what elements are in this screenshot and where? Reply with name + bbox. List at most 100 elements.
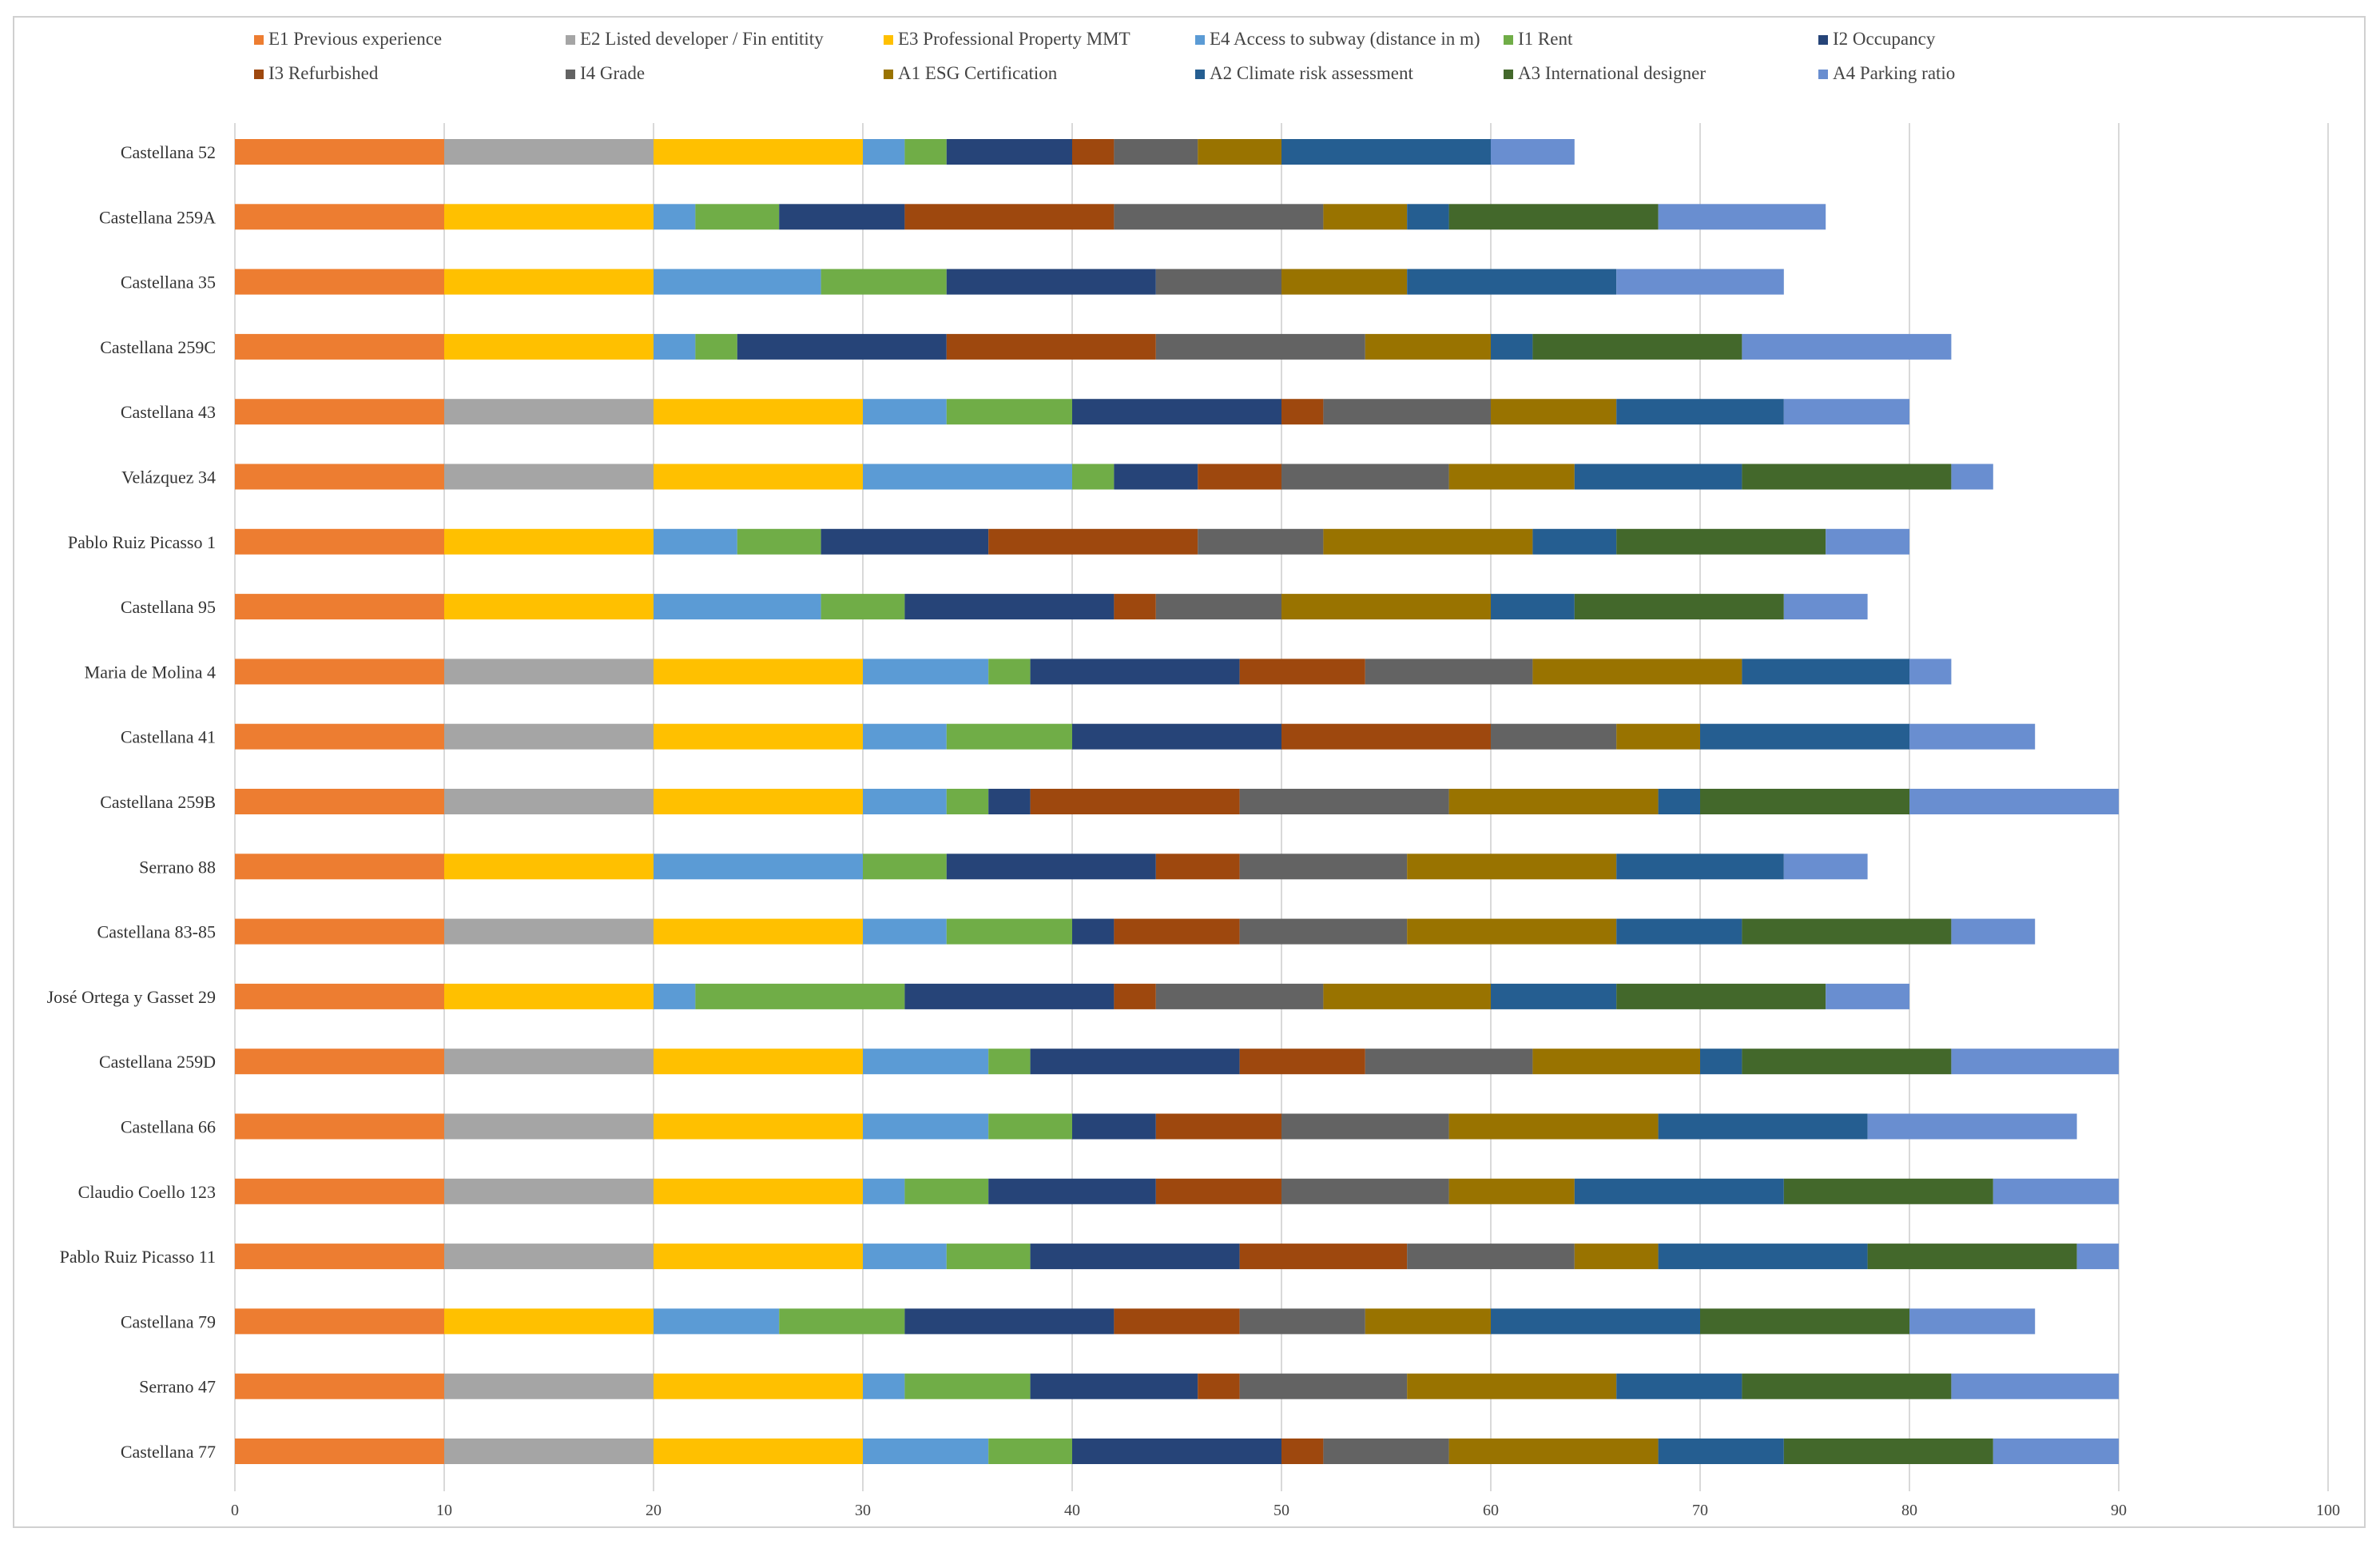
bar-segment [1700, 1308, 1909, 1335]
bar-segment [1448, 1113, 1659, 1140]
bar-segment [946, 723, 1072, 750]
bar-segment [235, 983, 444, 1009]
bar-segment [654, 1244, 863, 1270]
bar-segment [1616, 918, 1742, 945]
x-tick-label: 100 [2316, 1502, 2340, 1519]
bar-segment [1323, 528, 1533, 555]
bar-segment [1448, 1439, 1659, 1464]
bar-segment [1239, 1244, 1408, 1270]
category-label: Castellana 79 [121, 1311, 216, 1331]
legend-label: E2 Listed developer / Fin entitity [580, 29, 824, 49]
category-label: Serrano 47 [139, 1377, 216, 1397]
bar-segment [1491, 139, 1575, 165]
bar-segment [1281, 1439, 1324, 1464]
x-tick-label: 20 [646, 1502, 662, 1519]
bar-segment [1323, 983, 1491, 1009]
category-label: Pablo Ruiz Picasso 1 [68, 532, 216, 552]
category-label: Castellana 259D [99, 1052, 216, 1072]
bar-segment [1323, 399, 1491, 425]
bar-segment [1365, 333, 1491, 360]
legend-swatch [884, 70, 893, 79]
legend-label: A1 ESG Certification [898, 63, 1058, 83]
bar-segment [1658, 1113, 1868, 1140]
bar-segment [1867, 1244, 2077, 1270]
bar-segment [654, 528, 737, 555]
bar-segment [863, 399, 947, 425]
category-label: Castellana 83-85 [97, 922, 216, 942]
category-label: Castellana 259B [100, 792, 216, 812]
bar-segment [1574, 594, 1784, 620]
category-label: Castellana 259A [99, 207, 216, 227]
bar-segment [1030, 789, 1240, 814]
legend-label: I4 Grade [580, 63, 645, 83]
bar-segment [946, 1244, 1031, 1270]
x-tick-label: 10 [436, 1502, 452, 1519]
bar-segment [737, 528, 821, 555]
bar-segment [863, 723, 947, 750]
category-label: Castellana 77 [121, 1442, 216, 1462]
bar-segment [863, 139, 905, 165]
bar-segment [1616, 723, 1700, 750]
bar-segment [1783, 1439, 1993, 1464]
legend-swatch [254, 35, 264, 45]
bar-segment [444, 594, 654, 620]
bar-segment [1198, 464, 1281, 490]
legend-swatch [254, 70, 264, 79]
legend: E1 Previous experience E2 Listed develope… [254, 29, 1955, 83]
bar-segment [1951, 464, 1993, 490]
bar-segment [1030, 1244, 1240, 1270]
bar-segment [904, 594, 1115, 620]
bar-segment [444, 983, 654, 1009]
category-label: Castellana 259C [100, 337, 216, 357]
bar-segment [863, 1113, 989, 1140]
bar-segment [444, 399, 654, 425]
bar-segment [1532, 333, 1742, 360]
bar-segment [654, 918, 863, 945]
bar-segment [444, 1178, 654, 1204]
bar-segment [654, 1049, 863, 1075]
bar-segment [654, 1113, 863, 1140]
bar-segment [1742, 464, 1952, 490]
bar-segment [1072, 464, 1115, 490]
bar-segment [235, 139, 444, 165]
bar-segment [235, 1049, 444, 1075]
bar-segment [444, 1373, 654, 1399]
bar-segment [235, 464, 444, 490]
bar-segment [1281, 723, 1491, 750]
bar-segment [654, 723, 863, 750]
bar-segment [863, 918, 947, 945]
bar-segment [444, 269, 654, 295]
bar-segment [235, 1244, 444, 1270]
bar-segment [235, 723, 444, 750]
bar-segment [1198, 1373, 1240, 1399]
bar-segment [1281, 1178, 1449, 1204]
bar-segment [1407, 1373, 1617, 1399]
bar-segment [1239, 789, 1449, 814]
category-label: Castellana 41 [121, 727, 216, 747]
bar-segment [1909, 723, 2036, 750]
bar-segment [235, 918, 444, 945]
bar-segment [1114, 1308, 1240, 1335]
bar-segment [1867, 1113, 2077, 1140]
bar-segment [444, 789, 654, 814]
bar-segment [654, 789, 863, 814]
bar-segment [1365, 659, 1533, 685]
x-tick-label: 50 [1273, 1502, 1289, 1519]
bar-segment [1658, 204, 1826, 230]
bar-segment [779, 1308, 905, 1335]
bar-segment [988, 1049, 1031, 1075]
bar-segment [1783, 594, 1868, 620]
bar-segment [1616, 528, 1826, 555]
bar-segment [1742, 659, 1909, 685]
bar-segment [1448, 464, 1575, 490]
category-label: Serrano 88 [139, 857, 216, 877]
bar-segment [1155, 594, 1281, 620]
bar-segment [1281, 464, 1449, 490]
bar-segment [1909, 1308, 2036, 1335]
bar-segment [235, 1373, 444, 1399]
bar-segment [1532, 1049, 1700, 1075]
bar-segment [1616, 1373, 1742, 1399]
legend-label: E4 Access to subway (distance in m) [1210, 29, 1480, 49]
bar-segment [1407, 918, 1617, 945]
